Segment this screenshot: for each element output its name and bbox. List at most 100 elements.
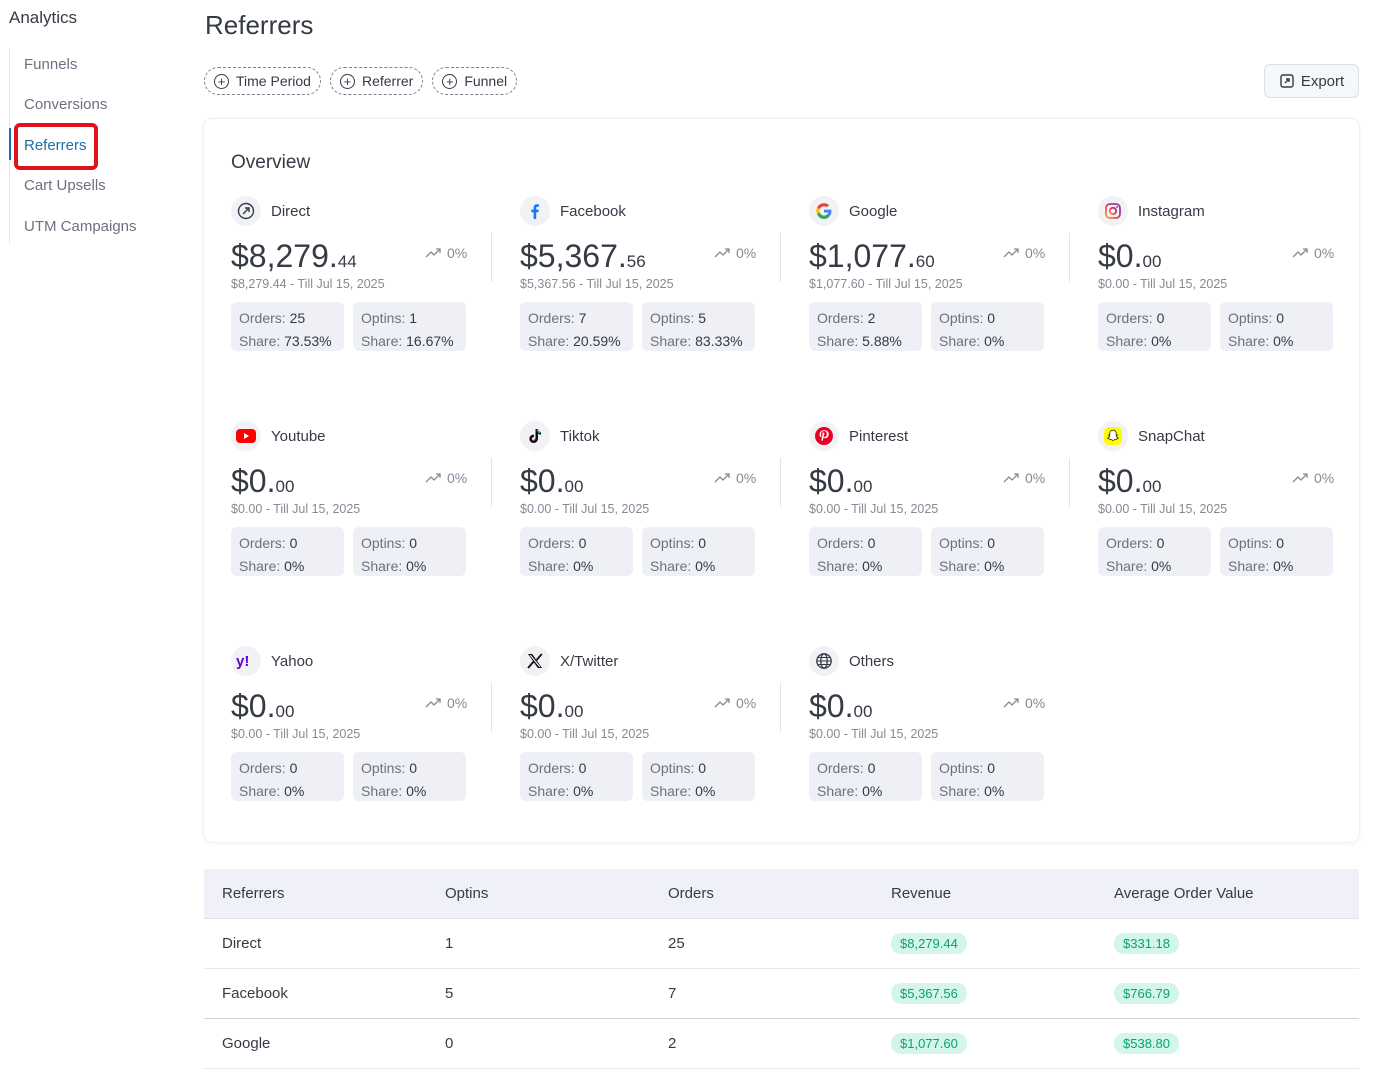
orders-stat: Orders: 0 Share: 0% [520,527,633,576]
optins-stat: Optins: 0 Share: 0% [931,527,1044,576]
page-title: Referrers [205,10,314,40]
referrer-amount: $0.00 [520,463,584,499]
referrer-till: $1,077.60 - Till Jul 15, 2025 [809,277,963,291]
divider [780,458,781,507]
snapchat-icon [1098,421,1128,451]
sidebar-item-cart-upsells[interactable]: Cart Upsells [24,177,106,194]
referrer-amount: $5,367.56 [520,238,646,274]
filter-funnel[interactable]: + Funnel [432,67,518,95]
referrer-header: Google [809,196,897,226]
referrer-name: X/Twitter [560,652,619,670]
orders-stat: Orders: 0 Share: 0% [520,752,633,801]
yahoo-icon: y! [231,646,261,676]
referrer-amount: $1,077.60 [809,238,935,274]
cell-orders: 25 [668,935,685,952]
referrer-card: Instagram $0.00 0% $0.00 - Till Jul 15, 202… [1098,196,1360,366]
referrer-card: Direct $8,279.44 0% $8,279.44 - Till Jul 15… [231,196,493,366]
optins-stat: Optins: 0 Share: 0% [353,527,466,576]
cell-referrer: Direct [222,935,262,952]
referrer-till: $0.00 - Till Jul 15, 2025 [520,727,650,741]
column-header[interactable]: Orders [668,885,714,902]
optins-stat: Optins: 0 Share: 0% [931,752,1044,801]
filter-label: Referrer [361,73,414,89]
orders-stat: Orders: 0 Share: 0% [231,527,344,576]
sidebar-nav: Funnels Conversions Referrers Cart Upsel… [9,48,169,244]
svg-text:y!: y! [236,653,249,669]
trend-up-icon [714,698,730,708]
direct-arrow-icon [231,196,261,226]
referrer-till: $0.00 - Till Jul 15, 2025 [231,502,361,516]
youtube-icon [231,421,261,451]
cell-optins: 5 [445,985,454,1002]
referrer-header: Facebook [520,196,626,226]
referrer-name: Google [849,202,898,220]
trend-up-icon [425,248,441,258]
orders-stat: Orders: 0 Share: 0% [809,752,922,801]
orders-stat: Orders: 0 Share: 0% [1098,527,1211,576]
sidebar: Analytics Funnels Conversions Referrers … [0,0,180,1077]
sidebar-item-conversions[interactable]: Conversions [24,96,108,113]
cell-aov: $538.80 [1114,1019,1179,1068]
optins-stat: Optins: 5 Share: 83.33% [642,302,755,351]
overview-title: Overview [231,152,311,173]
table-row: Direct 1 25 $8,279.44 $331.18 [204,919,1359,969]
orders-stat: Orders: 2 Share: 5.88% [809,302,922,351]
referrer-name: Instagram [1138,202,1205,220]
referrer-card: Facebook $5,367.56 0% $5,367.56 - Till Jul … [520,196,782,366]
tiktok-icon [520,421,550,451]
referrer-amount: $0.00 [231,463,295,499]
referrer-card: X/Twitter $0.00 0% $0.00 - Till Jul 15, 202… [520,646,782,816]
referrer-amount: $0.00 [1098,238,1162,274]
sidebar-item-funnels[interactable]: Funnels [24,56,78,73]
column-header[interactable]: Average Order Value [1114,885,1254,902]
cell-orders: 7 [668,985,677,1002]
trend-indicator: 0% [1003,695,1045,711]
filter-referrer[interactable]: + Referrer [329,67,424,95]
column-header[interactable]: Referrers [222,885,285,902]
cell-aov: $331.18 [1114,919,1179,968]
sidebar-item-referrers[interactable]: Referrers [24,137,87,154]
referrer-card: Pinterest $0.00 0% $0.00 - Till Jul 15, 202… [809,421,1071,591]
trend-indicator: 0% [714,695,756,711]
cell-optins: 0 [445,1035,454,1052]
trend-up-icon [1003,473,1019,483]
trend-indicator: 0% [425,245,467,261]
sidebar-item-utm-campaigns[interactable]: UTM Campaigns [24,218,137,235]
referrer-amount: $8,279.44 [231,238,357,274]
aov-badge: $331.18 [1114,933,1179,954]
referrer-till: $0.00 - Till Jul 15, 2025 [1098,502,1228,516]
google-icon [809,196,839,226]
trend-indicator: 0% [714,470,756,486]
referrer-card: Others $0.00 0% $0.00 - Till Jul 15, 2025 Or… [809,646,1071,816]
aov-badge: $538.80 [1114,1033,1179,1054]
cell-revenue: $8,279.44 [891,919,967,968]
column-header[interactable]: Revenue [891,885,952,902]
column-header[interactable]: Optins [445,885,489,902]
trend-up-icon [714,473,730,483]
globe-icon [809,646,839,676]
referrer-header: Instagram [1098,196,1205,226]
aov-badge: $766.79 [1114,983,1179,1004]
sidebar-title: Analytics [9,8,78,27]
filter-time-period[interactable]: + Time Period [204,67,321,95]
export-button[interactable]: Export [1264,64,1359,98]
referrer-name: Youtube [271,427,326,445]
filter-label: Funnel [464,73,508,89]
referrer-card: Google $1,077.60 0% $1,077.60 - Till Jul 15… [809,196,1071,366]
divider [491,233,492,282]
referrer-card: Youtube $0.00 0% $0.00 - Till Jul 15, 2025 O… [231,421,493,591]
trend-indicator: 0% [1292,470,1334,486]
optins-stat: Optins: 0 Share: 0% [1220,527,1333,576]
referrer-header: SnapChat [1098,421,1205,451]
trend-up-icon [1003,698,1019,708]
trend-indicator: 0% [1003,470,1045,486]
cell-aov: $766.79 [1114,969,1179,1018]
orders-stat: Orders: 25 Share: 73.53% [231,302,344,351]
referrer-till: $0.00 - Till Jul 15, 2025 [809,502,939,516]
optins-stat: Optins: 0 Share: 0% [353,752,466,801]
revenue-badge: $8,279.44 [891,933,967,954]
trend-up-icon [425,698,441,708]
plus-icon: + [442,73,458,89]
referrer-amount: $0.00 [520,688,584,724]
referrer-card: Tiktok $0.00 0% $0.00 - Till Jul 15, 2025 Or… [520,421,782,591]
